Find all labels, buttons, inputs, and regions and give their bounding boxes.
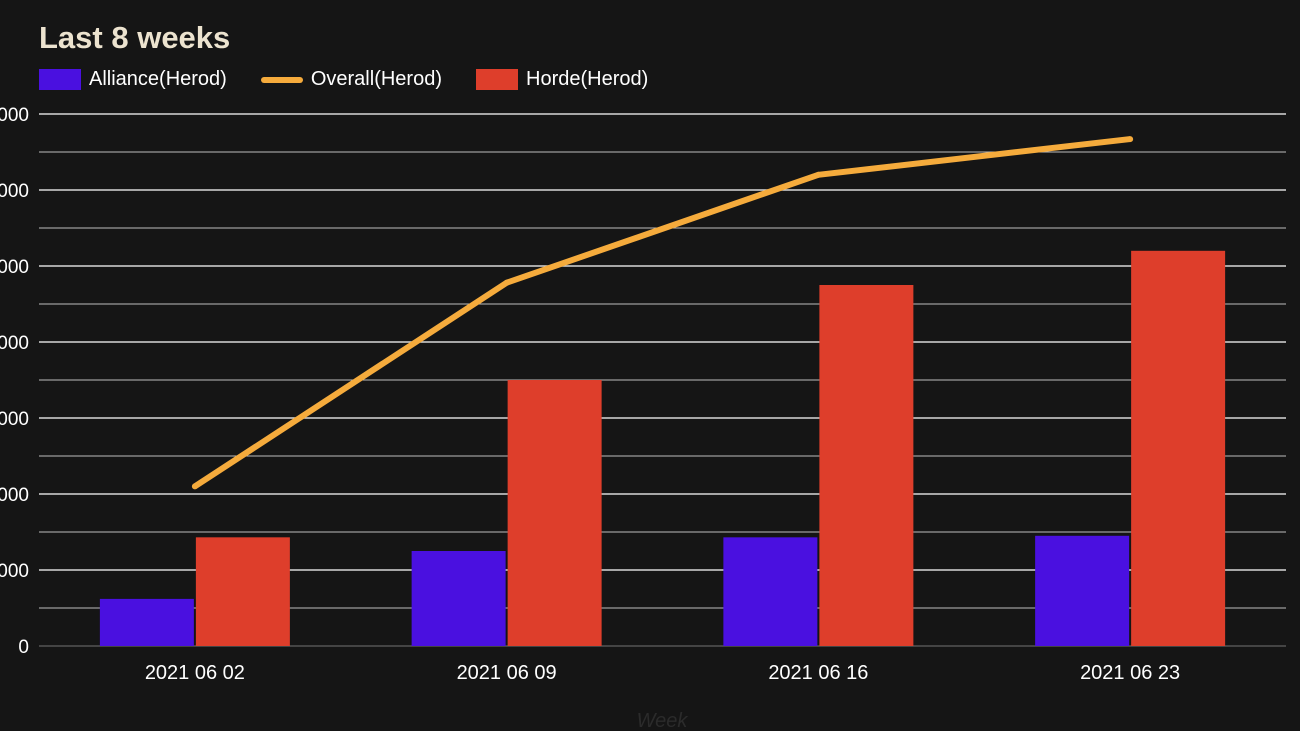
bar-horde-2[interactable] bbox=[819, 285, 914, 646]
legend-swatch-overall bbox=[260, 76, 303, 83]
y-tick-label: 000 bbox=[0, 181, 29, 202]
y-tick-label: 000 bbox=[0, 485, 29, 506]
x-tick-label: 2021 06 23 bbox=[1080, 662, 1180, 684]
y-tick-label: 000 bbox=[0, 561, 29, 582]
chart-title: Last 8 weeks bbox=[39, 20, 231, 55]
legend-label-overall: Overall(Herod) bbox=[310, 68, 442, 90]
legend-item-overall[interactable]: Overall(Herod) bbox=[260, 68, 442, 91]
overall-point-1[interactable] bbox=[503, 279, 510, 286]
overall-point-3[interactable] bbox=[1127, 136, 1134, 143]
bar-horde-3[interactable] bbox=[1131, 250, 1226, 647]
y-tick-label: 0 bbox=[18, 637, 29, 658]
overall-point-2[interactable] bbox=[815, 171, 822, 178]
y-tick-label: 000 bbox=[0, 105, 29, 126]
legend-swatch-horde bbox=[476, 69, 518, 90]
bar-horde-1[interactable] bbox=[507, 380, 602, 646]
x-tick-label: 2021 06 09 bbox=[457, 662, 557, 684]
legend-label-horde: Horde(Herod) bbox=[526, 68, 649, 90]
bar-alliance-1[interactable] bbox=[411, 551, 506, 646]
y-tick-label: 000 bbox=[0, 333, 29, 354]
y-tick-label: 000 bbox=[0, 409, 29, 430]
bar-alliance-0[interactable] bbox=[99, 598, 194, 646]
legend-item-horde[interactable]: Horde(Herod) bbox=[476, 68, 648, 91]
bar-alliance-3[interactable] bbox=[1035, 535, 1130, 646]
y-tick-label: 000 bbox=[0, 257, 29, 278]
chart-legend: Alliance(Herod) Overall(Herod) Horde(Her… bbox=[39, 68, 682, 91]
x-tick-label: 2021 06 16 bbox=[768, 662, 868, 684]
x-axis-title: Week bbox=[637, 710, 689, 731]
legend-item-alliance[interactable]: Alliance(Herod) bbox=[39, 68, 227, 91]
legend-label-alliance: Alliance(Herod) bbox=[89, 68, 227, 90]
x-tick-label: 2021 06 02 bbox=[145, 662, 245, 684]
bars bbox=[99, 250, 1226, 647]
bar-alliance-2[interactable] bbox=[723, 537, 818, 646]
bar-horde-0[interactable] bbox=[195, 537, 290, 646]
x-axis-tick-labels: 2021 06 02 2021 06 09 2021 06 16 2021 06 23 bbox=[145, 662, 1180, 684]
overall-line-series bbox=[191, 136, 1134, 490]
overall-point-0[interactable] bbox=[191, 483, 198, 490]
overall-line[interactable] bbox=[193, 136, 1131, 489]
legend-swatch-alliance bbox=[39, 69, 81, 90]
